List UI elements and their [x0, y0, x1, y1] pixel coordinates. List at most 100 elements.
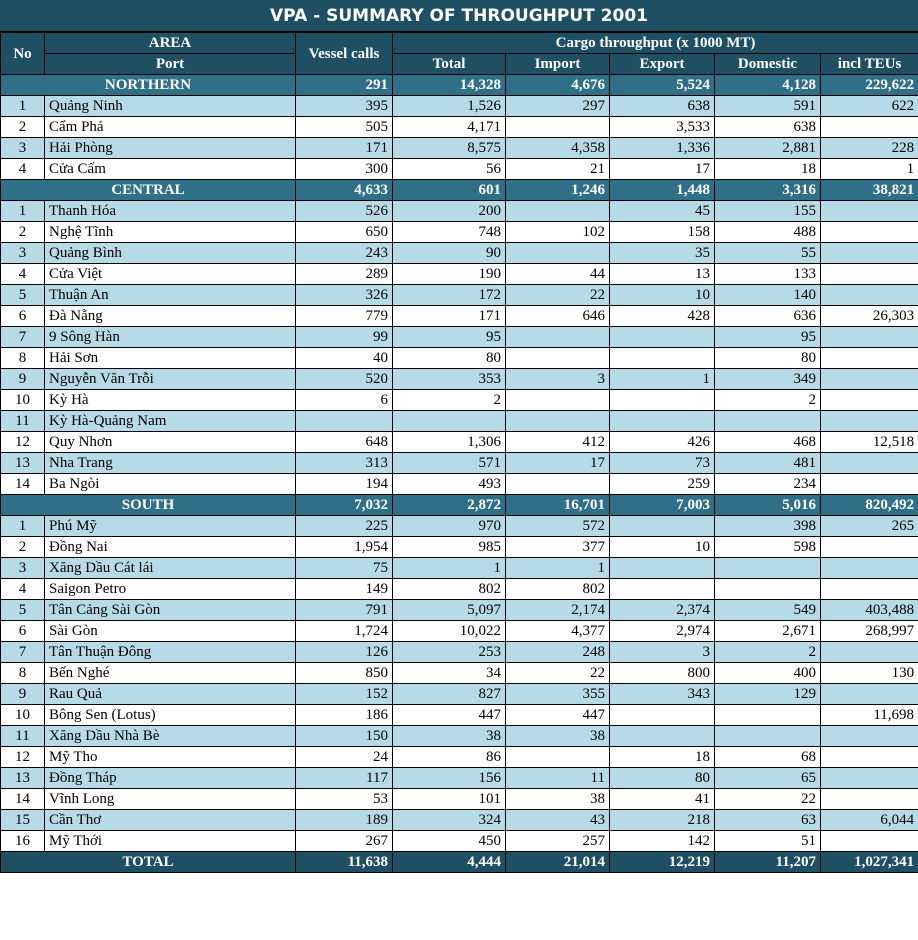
cell-domestic: 591 [714, 95, 821, 117]
header-export: Export [609, 53, 715, 75]
cell-total: 90 [392, 242, 506, 264]
cell-vessel: 186 [295, 704, 393, 726]
port-name: Sài Gòn [44, 620, 296, 642]
table-row: 14 Ba Ngòi 194 493 259 234 [0, 473, 918, 495]
cell-vessel: 1,954 [295, 536, 393, 558]
cell-vessel: 648 [295, 431, 393, 453]
cell-teus [819, 347, 918, 369]
table-row: 8 Hải Sơn 40 80 80 [0, 347, 918, 369]
cell-export: 426 [609, 431, 715, 453]
row-number: 13 [0, 767, 45, 789]
cell-total: 450 [392, 830, 506, 852]
row-number: 11 [0, 410, 45, 432]
cell-import: 22 [505, 662, 610, 684]
table-row: 13 Đồng Tháp 117 156 11 80 65 [0, 767, 918, 789]
row-number: 14 [0, 473, 45, 495]
row-number: 6 [0, 305, 45, 327]
cell-vessel: 75 [295, 557, 393, 579]
cell-domestic: 481 [714, 452, 821, 474]
header-cargo-throughput: Cargo throughput (x 1000 MT) [391, 32, 918, 54]
cell-export [609, 557, 715, 579]
header-import: Import [505, 53, 610, 75]
cell-import: 802 [505, 578, 610, 600]
cell-import: 2,174 [505, 599, 610, 621]
port-name: Xăng Dầu Cát lái [44, 557, 296, 579]
port-name: Cửa Cấm [44, 158, 296, 180]
header-domestic: Domestic [714, 53, 821, 75]
port-name: Thuận An [44, 284, 296, 306]
header-vessel-calls: Vessel calls [295, 32, 393, 75]
cell-export [609, 515, 715, 537]
cell-vessel: 779 [295, 305, 393, 327]
port-name: Cẩm Phả [44, 116, 296, 138]
cell-export: 800 [609, 662, 715, 684]
cell-vessel: 300 [295, 158, 393, 180]
row-number: 4 [0, 158, 45, 180]
cell-import: 447 [505, 704, 610, 726]
port-name: Xăng Dầu Nhà Bè [44, 725, 296, 747]
cell-teus [819, 200, 918, 222]
cell-import: 3 [505, 368, 610, 390]
port-name: Nghệ Tĩnh [44, 221, 296, 243]
cell-vessel: 289 [295, 263, 393, 285]
row-number: 5 [0, 599, 45, 621]
row-number: 11 [0, 725, 45, 747]
cell-domestic: 133 [714, 263, 821, 285]
header-incl-teus: incl TEUs [819, 53, 918, 75]
cell-export: 142 [609, 830, 715, 852]
cell-total: 200 [392, 200, 506, 222]
row-number: 16 [0, 830, 45, 852]
row-number: 4 [0, 578, 45, 600]
row-number: 3 [0, 557, 45, 579]
port-name: Saigon Petro [44, 578, 296, 600]
cell-domestic: 65 [714, 767, 821, 789]
header-no: No [0, 32, 45, 75]
cell-import: 248 [505, 641, 610, 663]
cell-total [392, 410, 506, 432]
cell-vessel: 194 [295, 473, 393, 495]
table-row: 15 Cần Thơ 189 324 43 218 63 6,044 [0, 809, 918, 831]
cell-export: 158 [609, 221, 715, 243]
region-name: CENTRAL [0, 179, 296, 201]
cell-teus: 12,518 [819, 431, 918, 453]
cell-total: 101 [392, 788, 506, 810]
header-port: Port [44, 53, 296, 75]
cell-domestic: 11,207 [714, 851, 821, 873]
cell-import [505, 389, 610, 411]
row-number: 1 [0, 515, 45, 537]
cell-teus [819, 221, 918, 243]
cell-total: 86 [392, 746, 506, 768]
cell-vessel: 11,638 [295, 851, 393, 873]
row-number: 9 [0, 368, 45, 390]
table-row: 5 Thuận An 326 172 22 10 140 [0, 284, 918, 306]
port-name: Cửa Việt [44, 263, 296, 285]
throughput-table: No AREA Vessel calls Cargo throughput (x… [0, 32, 918, 873]
sheet-title: VPA - SUMMARY OF THROUGHPUT 2001 [0, 0, 918, 32]
cell-total: 601 [392, 179, 506, 201]
table-row: 9 Nguyễn Văn Trỗi 520 353 3 1 349 [0, 368, 918, 390]
cell-total: 970 [392, 515, 506, 537]
table-row: 11 Kỳ Hà-Quảng Nam [0, 410, 918, 432]
cell-vessel: 171 [295, 137, 393, 159]
cell-teus [819, 641, 918, 663]
cell-total: 156 [392, 767, 506, 789]
cell-export: 13 [609, 263, 715, 285]
cell-teus [819, 284, 918, 306]
cell-export: 1 [609, 368, 715, 390]
port-name: Đà Nẵng [44, 305, 296, 327]
port-name: Nha Trang [44, 452, 296, 474]
row-number: 8 [0, 347, 45, 369]
port-name: Tân Thuận Đông [44, 641, 296, 663]
cell-domestic: 80 [714, 347, 821, 369]
cell-total: 80 [392, 347, 506, 369]
cell-domestic: 234 [714, 473, 821, 495]
row-number: 12 [0, 431, 45, 453]
cell-domestic: 488 [714, 221, 821, 243]
cell-export [609, 389, 715, 411]
cell-vessel: 189 [295, 809, 393, 831]
cell-vessel: 326 [295, 284, 393, 306]
cell-teus [819, 536, 918, 558]
cell-vessel: 152 [295, 683, 393, 705]
cell-teus [819, 557, 918, 579]
